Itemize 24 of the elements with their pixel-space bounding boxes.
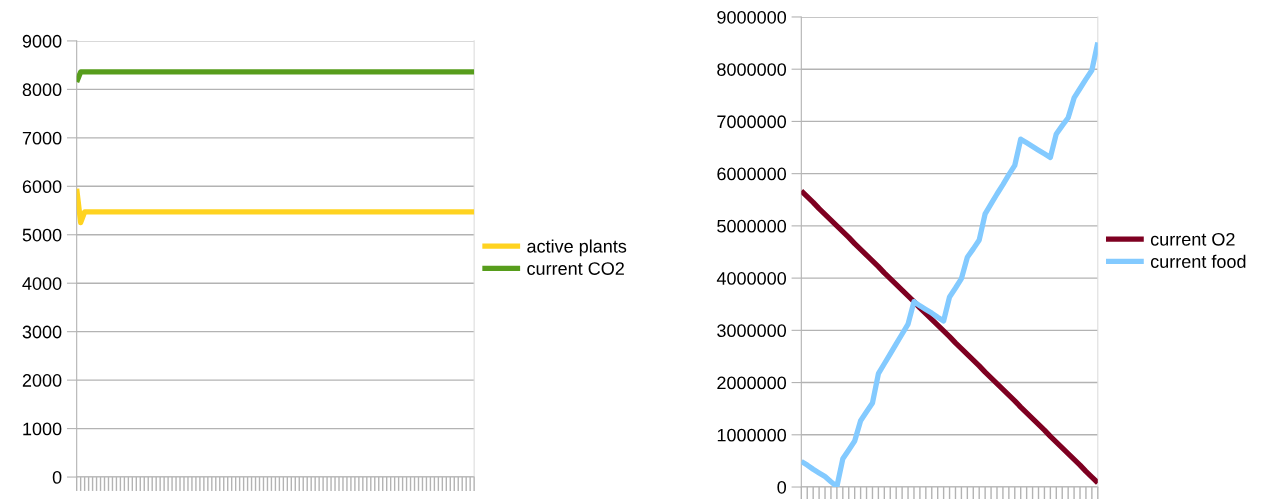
y-tick-label: 2000000	[717, 376, 787, 390]
y-tick-label: 9000000	[717, 10, 787, 24]
y-tick-label: 6000	[22, 180, 62, 194]
y-tick-label: 3000	[22, 325, 62, 339]
y-tick-label: 7000	[22, 131, 62, 145]
legend-label: current O2	[1150, 232, 1235, 246]
y-tick-label: 2000	[22, 374, 62, 387]
y-tick-label: 5000000	[717, 219, 787, 233]
legend-label: active plants	[527, 239, 627, 257]
y-tick-label: 5000	[22, 228, 62, 242]
y-tick-label: 7000000	[717, 115, 787, 129]
y-tick-label: 9000	[22, 34, 62, 48]
y-tick-label: 8000000	[717, 63, 787, 76]
y-tick-label: 3000000	[717, 324, 787, 338]
y-tick-label: 0	[777, 480, 787, 494]
y-tick-label: 4000000	[716, 272, 787, 285]
legend-label: current CO2	[527, 262, 624, 275]
y-tick-label: 8000	[22, 83, 62, 97]
y-tick-label: 4000	[22, 277, 62, 290]
y-tick-label: 1000000	[717, 428, 787, 442]
y-tick-label: 1000	[23, 422, 62, 436]
legend-label: current food	[1150, 254, 1246, 268]
y-tick-label: 0	[52, 470, 62, 484]
y-tick-label: 6000000	[717, 167, 787, 181]
